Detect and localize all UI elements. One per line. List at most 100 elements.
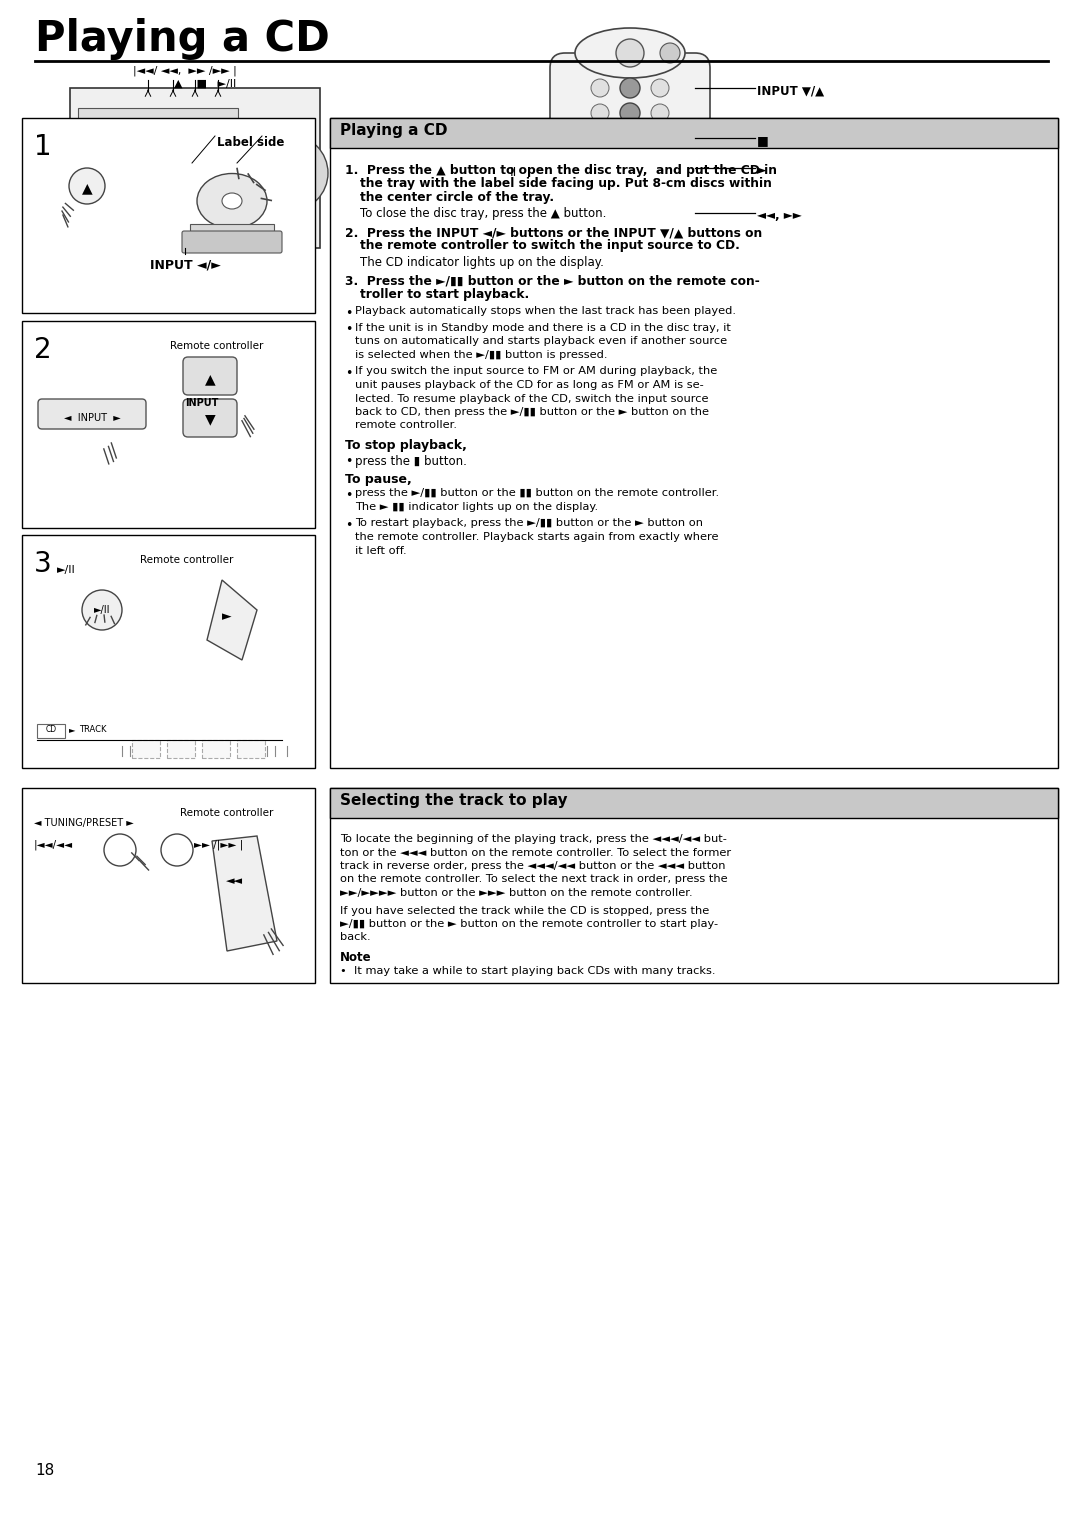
FancyBboxPatch shape	[237, 740, 265, 758]
Circle shape	[651, 205, 669, 222]
Text: the remote controller to switch the input source to CD.: the remote controller to switch the inpu…	[360, 240, 740, 252]
Text: •: •	[345, 307, 352, 319]
FancyBboxPatch shape	[202, 740, 230, 758]
Circle shape	[591, 229, 609, 248]
Circle shape	[651, 179, 669, 197]
Circle shape	[651, 254, 669, 272]
Text: troller to start playback.: troller to start playback.	[360, 287, 529, 301]
Polygon shape	[212, 836, 276, 950]
Circle shape	[161, 834, 193, 866]
Circle shape	[621, 79, 639, 96]
Circle shape	[591, 280, 609, 296]
FancyBboxPatch shape	[183, 231, 282, 254]
Text: To restart playback, press the ►/▮▮ button or the ► button on: To restart playback, press the ►/▮▮ butt…	[355, 518, 703, 529]
Text: If you have selected the track while the CD is stopped, press the: If you have selected the track while the…	[340, 906, 710, 915]
Text: Label side: Label side	[217, 136, 284, 150]
Circle shape	[252, 134, 328, 211]
Circle shape	[622, 280, 638, 296]
Text: Remote controller: Remote controller	[180, 808, 273, 817]
Text: •: •	[345, 518, 352, 532]
Bar	[291, 246, 315, 257]
Circle shape	[591, 179, 609, 197]
Text: To stop playback,: To stop playback,	[345, 439, 467, 452]
Text: Note: Note	[340, 950, 372, 964]
Circle shape	[652, 255, 669, 270]
Circle shape	[651, 128, 669, 147]
Text: Playback automatically stops when the last track has been played.: Playback automatically stops when the la…	[355, 307, 735, 316]
Circle shape	[620, 102, 640, 122]
Circle shape	[621, 154, 639, 173]
Text: 18: 18	[35, 1462, 54, 1478]
Circle shape	[616, 40, 644, 67]
Text: ►: ►	[757, 163, 767, 177]
Text: 3: 3	[33, 550, 52, 578]
FancyBboxPatch shape	[555, 223, 705, 364]
Bar	[330, 118, 1058, 769]
Circle shape	[652, 325, 669, 341]
Text: ■: ■	[757, 134, 769, 147]
Text: the tray with the label side facing up. Put 8-cm discs within: the tray with the label side facing up. …	[360, 177, 772, 191]
FancyBboxPatch shape	[183, 358, 237, 396]
Text: To locate the beginning of the playing track, press the ◄◄◄/◄◄ but-: To locate the beginning of the playing t…	[340, 834, 727, 843]
Bar	[105, 180, 117, 193]
Text: |◄◄/ ◄◄,  ►► /►► |: |◄◄/ ◄◄, ►► /►► |	[133, 66, 237, 76]
Bar	[22, 321, 315, 529]
Text: To pause,: To pause,	[345, 474, 411, 486]
Bar	[185, 200, 235, 219]
Text: 3.  Press the ►/▮▮ button or the ► button on the remote con-: 3. Press the ►/▮▮ button or the ► button…	[345, 275, 759, 287]
Ellipse shape	[222, 193, 242, 209]
Circle shape	[652, 280, 669, 296]
FancyBboxPatch shape	[190, 225, 274, 235]
Text: ►: ►	[69, 724, 76, 733]
Text: •: •	[345, 454, 352, 468]
Bar	[165, 180, 177, 193]
Text: ▲    ■   ►/II: ▲ ■ ►/II	[174, 79, 237, 89]
Text: •  It may take a while to start playing back CDs with many tracks.: • It may take a while to start playing b…	[340, 967, 715, 976]
Text: ▲: ▲	[205, 371, 215, 387]
Text: ◄◄: ◄◄	[226, 876, 243, 886]
Text: remote controller.: remote controller.	[355, 420, 457, 431]
Circle shape	[591, 254, 609, 272]
Text: TRACK: TRACK	[79, 724, 107, 733]
Text: The CD indicator lights up on the display.: The CD indicator lights up on the displa…	[360, 257, 604, 269]
Circle shape	[592, 280, 608, 296]
Text: 2.  Press the INPUT ◄/► buttons or the INPUT ▼/▲ buttons on: 2. Press the INPUT ◄/► buttons or the IN…	[345, 226, 762, 238]
Text: •: •	[345, 322, 352, 336]
Bar	[78, 108, 238, 153]
Text: If the unit is in Standby mode and there is a CD in the disc tray, it: If the unit is in Standby mode and there…	[355, 322, 731, 333]
Text: track in reverse order, press the ◄◄◄/◄◄ button or the ◄◄◄ button: track in reverse order, press the ◄◄◄/◄◄…	[340, 860, 726, 871]
Circle shape	[621, 280, 639, 296]
Bar	[22, 118, 315, 313]
Text: unit pauses playback of the CD for as long as FM or AM is se-: unit pauses playback of the CD for as lo…	[355, 380, 704, 390]
Text: Playing a CD: Playing a CD	[340, 122, 447, 138]
Text: ▼: ▼	[205, 413, 215, 426]
Circle shape	[82, 590, 122, 630]
Text: Remote controller: Remote controller	[140, 555, 233, 565]
Circle shape	[591, 205, 609, 222]
Ellipse shape	[575, 28, 685, 78]
Bar	[330, 788, 1058, 817]
Circle shape	[591, 104, 609, 122]
Text: on the remote controller. To select the next track in order, press the: on the remote controller. To select the …	[340, 874, 728, 885]
Circle shape	[651, 280, 669, 296]
Ellipse shape	[197, 174, 267, 229]
FancyBboxPatch shape	[550, 53, 710, 313]
Bar	[330, 788, 1058, 983]
Polygon shape	[207, 581, 257, 660]
Text: If you switch the input source to FM or AM during playback, the: If you switch the input source to FM or …	[355, 367, 717, 376]
Circle shape	[591, 128, 609, 147]
Text: 1: 1	[33, 133, 52, 160]
FancyBboxPatch shape	[70, 89, 320, 248]
Circle shape	[621, 254, 639, 272]
Text: •: •	[345, 367, 352, 379]
Circle shape	[651, 154, 669, 173]
Bar	[22, 788, 315, 983]
Bar	[90, 246, 114, 257]
FancyBboxPatch shape	[37, 724, 65, 738]
Text: Playing a CD: Playing a CD	[35, 18, 329, 60]
Circle shape	[621, 179, 639, 197]
Circle shape	[270, 153, 310, 193]
Text: ◄ TUNING/PRESET ►: ◄ TUNING/PRESET ►	[33, 817, 134, 828]
Text: is selected when the ►/▮▮ button is pressed.: is selected when the ►/▮▮ button is pres…	[355, 350, 607, 361]
Bar	[78, 157, 238, 173]
